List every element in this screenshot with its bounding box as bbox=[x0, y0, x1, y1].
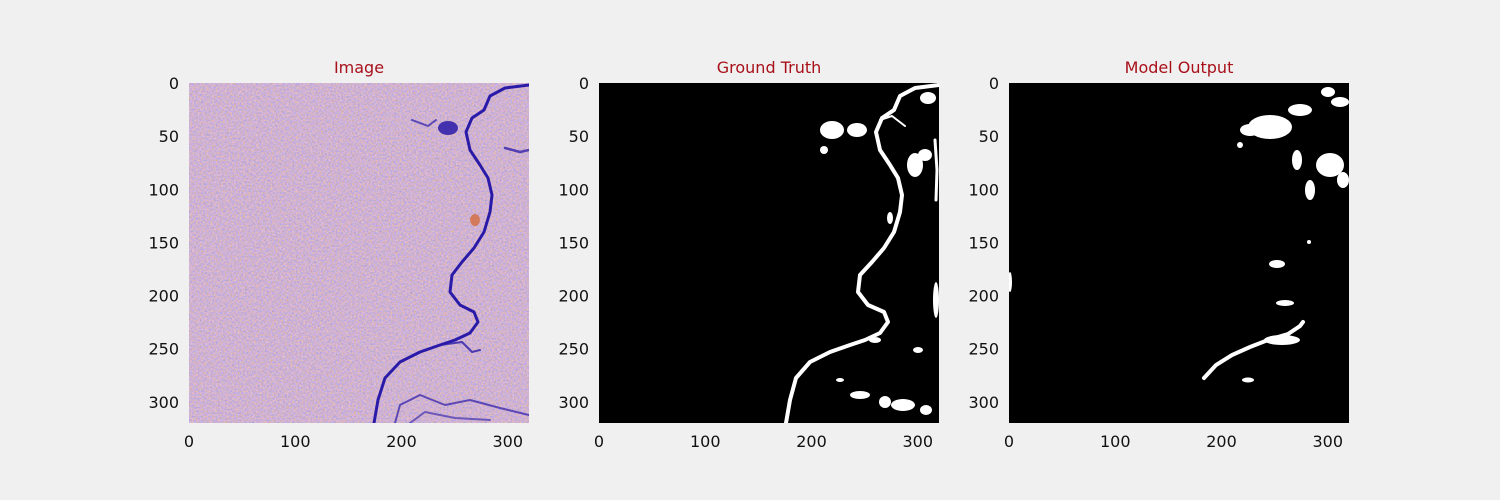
x-tick-label: 200 bbox=[1206, 432, 1237, 451]
x-tick-label: 200 bbox=[386, 432, 417, 451]
water-patch bbox=[920, 405, 932, 415]
x-tick-label: 0 bbox=[594, 432, 604, 451]
water-patch bbox=[891, 399, 915, 411]
water-patch bbox=[933, 282, 939, 318]
pred-patch bbox=[1307, 240, 1311, 244]
y-ticks: 0 50 100 150 200 250 300 bbox=[148, 74, 179, 412]
pred-patch bbox=[1337, 172, 1349, 188]
orange-patch bbox=[470, 214, 480, 226]
water-patch bbox=[820, 121, 844, 139]
y-tick-label: 300 bbox=[558, 393, 589, 412]
river-lower-2 bbox=[409, 411, 491, 423]
y-tick-label: 0 bbox=[579, 74, 589, 93]
pred-patch bbox=[1237, 142, 1243, 148]
y-tick-label: 100 bbox=[968, 180, 999, 199]
y-tick-label: 250 bbox=[968, 340, 999, 359]
y-tick-label: 50 bbox=[569, 127, 589, 146]
river-lower bbox=[394, 394, 529, 423]
pred-river bbox=[1202, 320, 1305, 380]
x-tick-label: 100 bbox=[280, 432, 311, 451]
x-tick-label: 100 bbox=[690, 432, 721, 451]
pred-patch bbox=[1248, 115, 1292, 139]
y-tick-label: 250 bbox=[558, 340, 589, 359]
y-tick-label: 50 bbox=[159, 127, 179, 146]
x-tick-label: 0 bbox=[184, 432, 194, 451]
x-tick-label: 300 bbox=[902, 432, 933, 451]
panel-title: Ground Truth bbox=[717, 58, 822, 77]
water-edge-right bbox=[933, 138, 939, 202]
water-patch bbox=[887, 212, 893, 224]
y-ticks: 0 50 100 150 200 250 300 bbox=[558, 74, 589, 412]
panel-model-output: Model Output 0 bbox=[968, 58, 1349, 451]
pred-patch bbox=[1240, 124, 1260, 136]
y-ticks: 0 50 100 150 200 250 300 bbox=[968, 74, 999, 412]
dark-blob bbox=[438, 121, 458, 135]
pred-patch bbox=[1316, 153, 1344, 177]
y-tick-label: 300 bbox=[968, 393, 999, 412]
pred-patch bbox=[1331, 97, 1349, 107]
image-speckle bbox=[189, 83, 529, 423]
y-tick-label: 200 bbox=[558, 287, 589, 306]
water-patches bbox=[820, 92, 939, 415]
panel-image: Image 0 50 100 150 200 250 300 0 100 200 300 bbox=[148, 58, 529, 451]
x-tick-label: 300 bbox=[492, 432, 523, 451]
pred-patch bbox=[1276, 300, 1294, 306]
water-patch bbox=[850, 391, 870, 399]
y-tick-label: 200 bbox=[148, 287, 179, 306]
pred-patch bbox=[1242, 377, 1254, 383]
water-patch bbox=[920, 92, 936, 104]
pred-patch bbox=[1288, 104, 1312, 116]
pred-patch bbox=[1321, 87, 1335, 97]
water-branch bbox=[879, 115, 906, 127]
x-tick-label: 200 bbox=[796, 432, 827, 451]
y-tick-label: 300 bbox=[148, 393, 179, 412]
water-patch bbox=[820, 146, 828, 154]
model-output-mask bbox=[1009, 83, 1349, 423]
y-tick-label: 250 bbox=[148, 340, 179, 359]
ground-truth-mask bbox=[599, 83, 939, 423]
y-tick-label: 0 bbox=[169, 74, 179, 93]
y-tick-label: 0 bbox=[989, 74, 999, 93]
image-river bbox=[372, 83, 529, 423]
y-tick-label: 100 bbox=[558, 180, 589, 199]
panel-title: Image bbox=[334, 58, 384, 77]
water-patch bbox=[869, 337, 881, 343]
river-upper-right bbox=[503, 146, 529, 154]
pred-patch bbox=[1292, 150, 1302, 170]
mask-background bbox=[599, 83, 939, 423]
mask-background bbox=[1009, 83, 1349, 423]
y-tick-label: 150 bbox=[558, 233, 589, 252]
x-tick-label: 300 bbox=[1312, 432, 1343, 451]
x-tick-label: 100 bbox=[1100, 432, 1131, 451]
x-ticks: 0 100 200 300 bbox=[184, 432, 523, 451]
y-tick-label: 200 bbox=[968, 287, 999, 306]
panel-title: Model Output bbox=[1125, 58, 1234, 77]
x-tick-label: 0 bbox=[1004, 432, 1014, 451]
river-branch bbox=[439, 341, 481, 353]
image-heatmap bbox=[189, 83, 529, 423]
pred-patch bbox=[1269, 260, 1285, 268]
x-ticks: 0 100 200 300 bbox=[1004, 432, 1343, 451]
predicted-regions bbox=[1009, 87, 1349, 383]
water-patch bbox=[847, 123, 867, 137]
panel-ground-truth: Ground Truth bbox=[558, 58, 939, 451]
water-patch bbox=[907, 153, 923, 177]
water-patch bbox=[918, 149, 932, 161]
river-upper-left bbox=[411, 119, 437, 127]
y-tick-label: 100 bbox=[148, 180, 179, 199]
pred-patch bbox=[1009, 272, 1012, 292]
river-main bbox=[372, 83, 529, 423]
water-patch bbox=[879, 396, 891, 408]
x-ticks: 0 100 200 300 bbox=[594, 432, 933, 451]
y-tick-label: 50 bbox=[979, 127, 999, 146]
water-patch bbox=[913, 347, 923, 353]
water-patch bbox=[836, 378, 844, 382]
water-river bbox=[784, 83, 939, 423]
y-tick-label: 150 bbox=[968, 233, 999, 252]
y-tick-label: 150 bbox=[148, 233, 179, 252]
pred-patch bbox=[1305, 180, 1315, 200]
water-regions bbox=[784, 83, 939, 423]
